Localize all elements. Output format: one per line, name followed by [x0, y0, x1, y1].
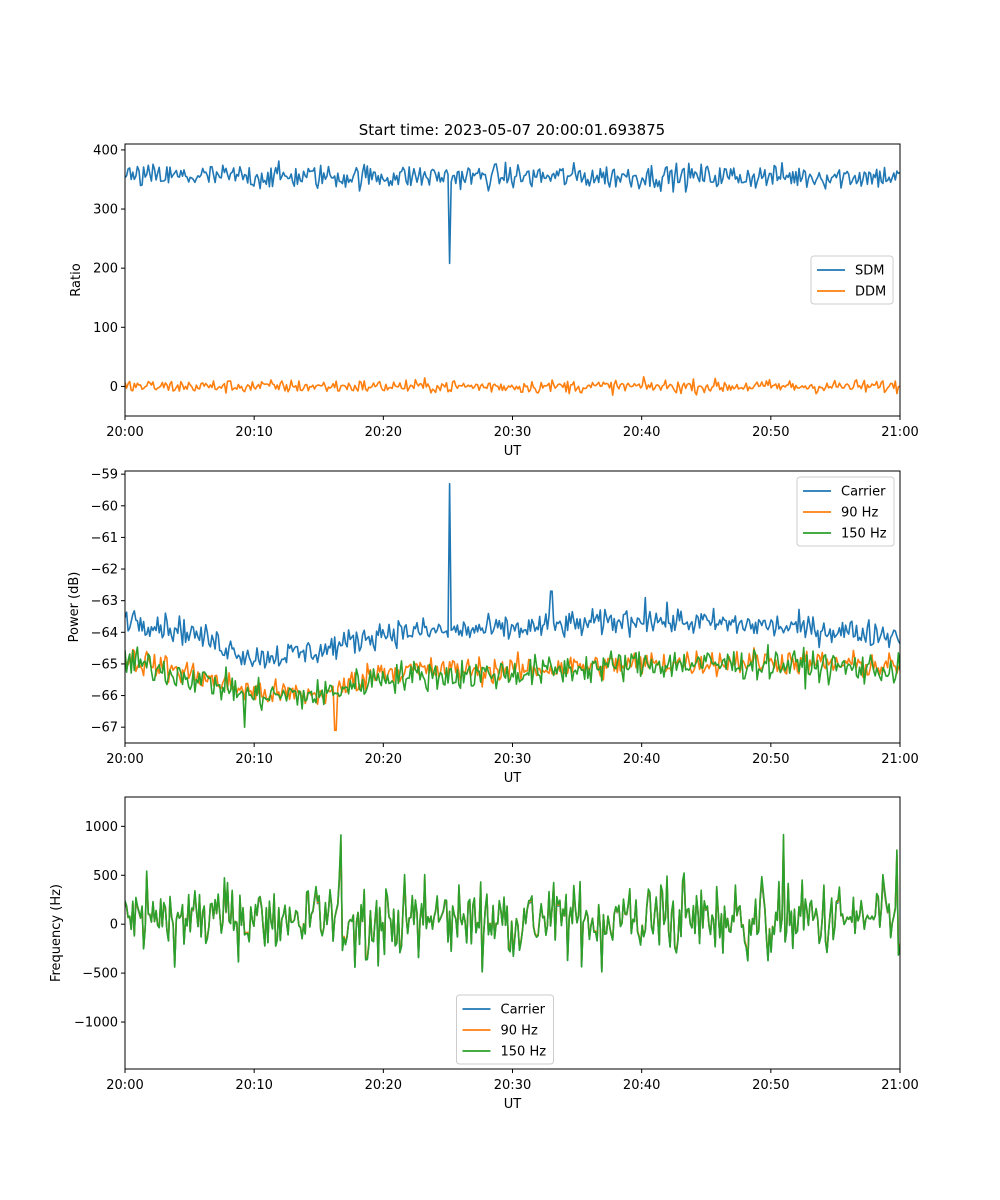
legend-box [796, 476, 895, 547]
y-tick-label: 400 [93, 143, 118, 158]
y-tick-label: −63 [91, 594, 118, 609]
y-tick-label: −1000 [74, 1016, 118, 1031]
series-line-150-hz [125, 643, 900, 729]
y-tick-label: −59 [91, 468, 118, 483]
x-axis-label: UT [504, 771, 522, 786]
x-tick-label: 20:50 [752, 425, 789, 440]
y-axis-label: Power (dB) [67, 572, 82, 643]
legend-label: 90 Hz [501, 1024, 538, 1039]
x-tick-label: 20:00 [106, 425, 143, 440]
x-tick-label: 20:20 [365, 1078, 402, 1093]
y-tick-label: −67 [91, 721, 118, 736]
series-line-90-hz [125, 647, 900, 732]
y-tick-label: 0 [110, 918, 118, 933]
x-axis-label: UT [504, 1097, 522, 1112]
x-tick-label: 20:20 [365, 425, 402, 440]
y-tick-label: 0 [110, 380, 118, 395]
series-line-carrier [125, 482, 900, 669]
legend-label: 150 Hz [841, 527, 887, 542]
x-tick-label: 21:00 [881, 1078, 918, 1093]
x-tick-label: 20:40 [623, 752, 660, 767]
x-tick-label: 20:30 [494, 1078, 531, 1093]
legend: Carrier 90 Hz 150 Hz [456, 994, 554, 1065]
legend-label: Carrier [841, 485, 886, 500]
y-tick-label: −64 [91, 626, 118, 641]
panel-3: 20:00 20:10 20:20 20:30 20:40 20:50 21:00 UT −10… [49, 796, 919, 1112]
plot-panels: 20:00 20:10 20:20 20:30 20:40 20:50 21:00 UT 0 10… [49, 143, 919, 1112]
y-tick-label: 100 [93, 321, 118, 336]
y-tick-label: −60 [91, 499, 118, 514]
x-tick-label: 20:10 [235, 1078, 272, 1093]
x-tick-label: 21:00 [881, 425, 918, 440]
x-tick-label: 20:50 [752, 1078, 789, 1093]
y-axis-label: Ratio [69, 263, 84, 296]
y-tick-label: −65 [91, 657, 118, 672]
series-line-ddm [125, 375, 900, 396]
x-tick-label: 20:00 [106, 1078, 143, 1093]
legend-label: DDM [855, 285, 886, 300]
legend-label: 90 Hz [841, 506, 878, 521]
figure-title: Start time: 2023-05-07 20:00:01.693875 [359, 121, 665, 139]
x-tick-label: 20:00 [106, 752, 143, 767]
legend-box [810, 255, 894, 305]
y-tick-label: −61 [91, 531, 118, 546]
y-tick-label: 200 [93, 262, 118, 277]
y-tick-label: −66 [91, 689, 118, 704]
y-tick-label: −500 [82, 967, 118, 982]
y-tick-label: −62 [91, 563, 118, 578]
x-tick-label: 21:00 [881, 752, 918, 767]
x-tick-label: 20:10 [235, 752, 272, 767]
y-axis-label: Frequency (Hz) [49, 884, 64, 982]
x-tick-label: 20:40 [623, 1078, 660, 1093]
legend: Carrier 90 Hz 150 Hz [796, 476, 895, 547]
x-tick-label: 20:20 [365, 752, 402, 767]
x-tick-label: 20:50 [752, 752, 789, 767]
x-tick-label: 20:30 [494, 425, 531, 440]
series-line-sdm [125, 160, 900, 265]
x-tick-label: 20:10 [235, 425, 272, 440]
legend: SDM DDM [810, 255, 894, 305]
y-tick-label: 500 [93, 869, 118, 884]
y-tick-label: 1000 [85, 820, 118, 835]
x-tick-label: 20:40 [623, 425, 660, 440]
x-tick-label: 20:30 [494, 752, 531, 767]
legend-label: 150 Hz [501, 1045, 547, 1060]
x-axis-label: UT [504, 444, 522, 459]
legend-box [456, 994, 554, 1065]
panel-2: 20:00 20:10 20:20 20:30 20:40 20:50 21:00 UT −67… [67, 468, 919, 786]
series-line-150-hz [125, 833, 900, 973]
y-tick-label: 300 [93, 203, 118, 218]
panel-1: 20:00 20:10 20:20 20:30 20:40 20:50 21:00 UT 0 10… [69, 143, 919, 459]
legend-label: Carrier [501, 1003, 546, 1018]
legend-label: SDM [855, 264, 884, 279]
